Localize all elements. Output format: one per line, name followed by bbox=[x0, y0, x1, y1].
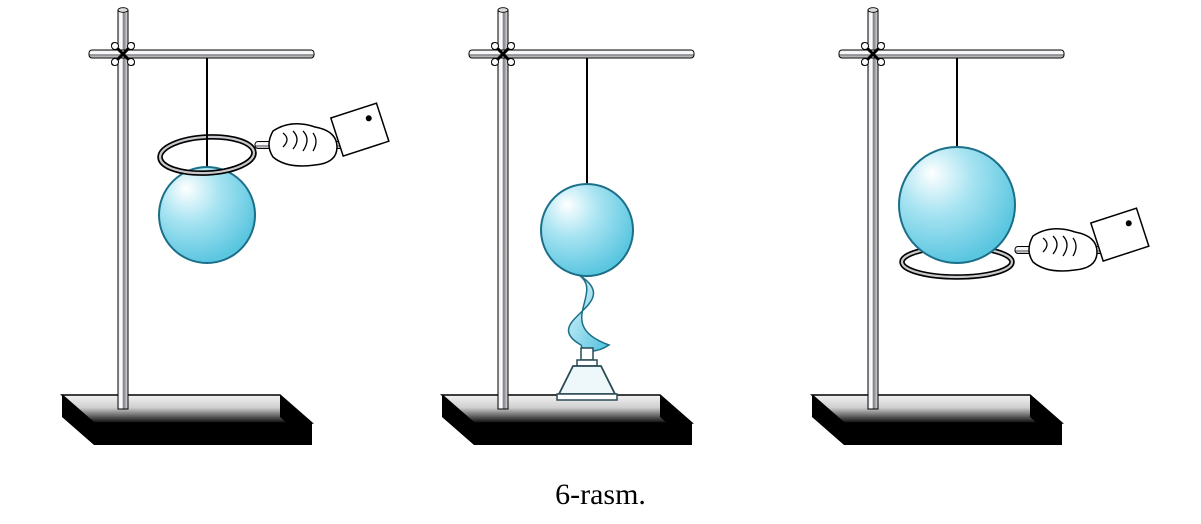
panel-A bbox=[62, 8, 389, 445]
diagram bbox=[0, 0, 1201, 519]
panel-C bbox=[812, 8, 1149, 445]
panel-B bbox=[442, 8, 694, 445]
figure-caption: 6-rasm. bbox=[0, 478, 1201, 512]
